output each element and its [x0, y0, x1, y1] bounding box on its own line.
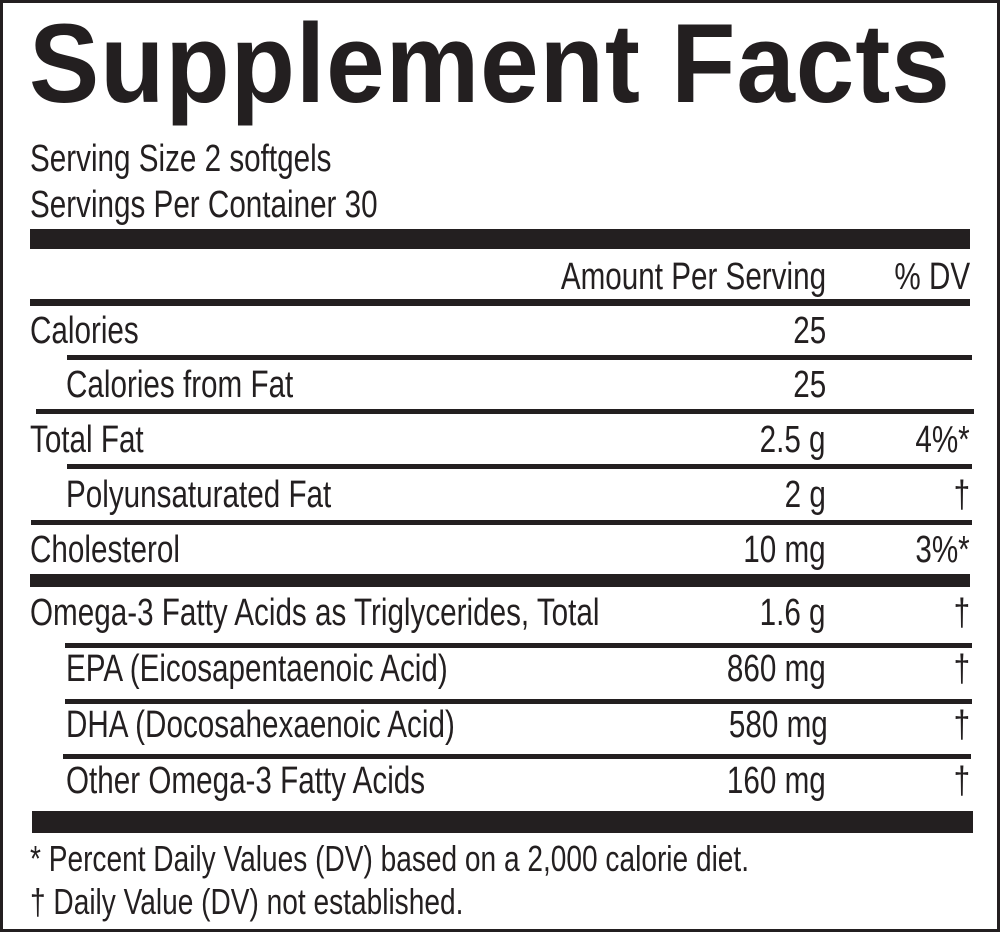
nutrient-amount: 2.5 g	[760, 419, 826, 461]
nutrient-dv: †	[953, 760, 970, 802]
nutrient-name: Omega-3 Fatty Acids as Triglycerides, To…	[30, 592, 600, 634]
divider	[65, 699, 972, 704]
nutrient-amount: 10 mg	[743, 529, 826, 571]
nutrient-amount: 1.6 g	[760, 592, 826, 634]
nutrient-dv: †	[953, 592, 970, 634]
divider	[30, 299, 970, 306]
nutrient-name: DHA (Docosahexaenoic Acid)	[66, 704, 455, 746]
nutrient-name: Total Fat	[30, 419, 144, 461]
divider	[63, 754, 971, 759]
nutrient-dv: 3%*	[915, 529, 970, 571]
divider	[31, 520, 972, 525]
footnote-dv-basis: * Percent Daily Values (DV) based on a 2…	[30, 838, 750, 879]
nutrient-name: Other Omega-3 Fatty Acids	[66, 760, 426, 802]
serving-size: Serving Size 2 softgels	[30, 138, 332, 180]
nutrient-name: Calories	[30, 310, 139, 352]
label-title: Supplement Facts	[29, 1, 951, 126]
divider	[36, 409, 974, 414]
nutrient-name: Cholesterol	[30, 529, 180, 571]
nutrient-name: Calories from Fat	[66, 364, 294, 406]
header-dv: % DV	[894, 256, 970, 298]
nutrient-amount: 580 mg	[729, 704, 828, 746]
nutrient-dv: †	[953, 704, 970, 746]
nutrient-dv: 4%*	[915, 419, 970, 461]
nutrient-name: EPA (Eicosapentaenoic Acid)	[66, 648, 448, 690]
nutrient-amount: 160 mg	[727, 760, 826, 802]
nutrient-name: Polyunsaturated Fat	[66, 474, 332, 516]
footnote-dv-not-established: † Daily Value (DV) not established.	[30, 881, 464, 922]
nutrient-amount: 860 mg	[727, 648, 826, 690]
nutrient-amount: 25	[793, 364, 826, 406]
nutrient-amount: 2 g	[784, 474, 826, 516]
nutrient-dv: †	[953, 474, 970, 516]
nutrient-dv: †	[953, 648, 970, 690]
divider	[65, 643, 972, 648]
thick-divider	[32, 811, 973, 833]
divider	[67, 464, 972, 469]
header-amount: Amount Per Serving	[560, 256, 826, 298]
divider	[67, 355, 972, 360]
servings-per-container: Servings Per Container 30	[30, 184, 378, 226]
nutrient-amount: 25	[793, 310, 826, 352]
thick-divider	[30, 229, 970, 249]
thick-divider	[30, 574, 970, 587]
